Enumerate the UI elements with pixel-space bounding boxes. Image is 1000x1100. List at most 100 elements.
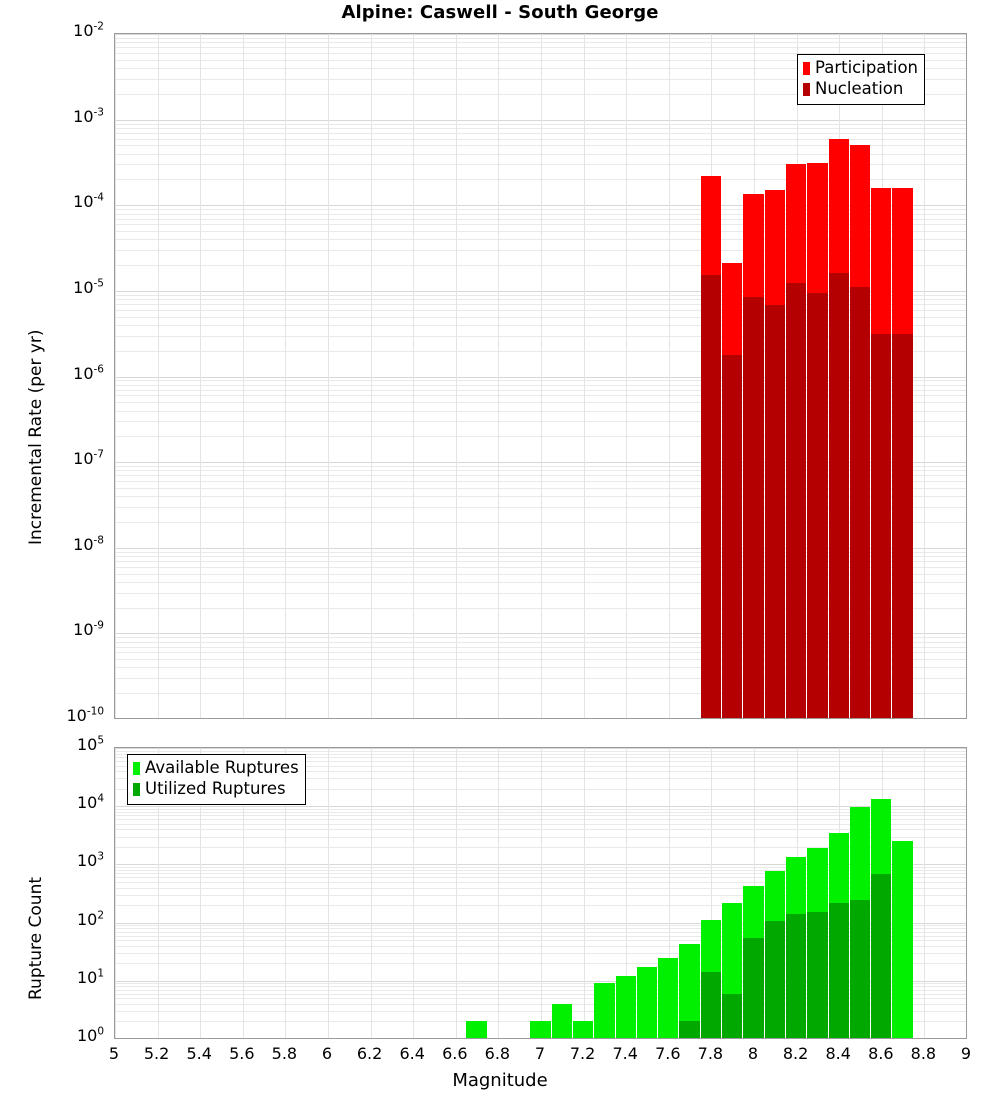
page-title: Alpine: Caswell - South George	[341, 2, 659, 23]
bar	[551, 748, 572, 1038]
bar-segment-nucleation	[743, 296, 764, 718]
legend-item[interactable]: Available Ruptures	[133, 758, 299, 779]
gridline	[115, 462, 966, 463]
gridline	[115, 574, 966, 575]
legend-swatch-icon	[803, 62, 810, 75]
gridline	[115, 380, 966, 381]
gridline	[115, 291, 966, 292]
gridline	[115, 1011, 966, 1012]
gridline-vertical	[328, 748, 329, 1038]
gridline-vertical	[924, 34, 925, 718]
y-axis-tick-label: 10-7	[73, 448, 104, 469]
incremental-rate-y-axis-label: Incremental Rate (per yr)	[26, 329, 46, 545]
gridline	[115, 953, 966, 954]
gridline	[115, 205, 966, 206]
bar-segment-available-ruptures	[572, 1021, 594, 1038]
legend-item[interactable]: Nucleation	[803, 79, 918, 100]
gridline	[115, 402, 966, 403]
gridline	[115, 1004, 966, 1005]
gridline	[115, 466, 966, 467]
legend-label: Participation	[815, 58, 919, 78]
bar-segment-utilized-ruptures	[679, 1021, 700, 1038]
gridline-vertical	[498, 748, 499, 1038]
bar-segment-nucleation	[892, 334, 913, 718]
bar	[466, 748, 487, 1038]
legend-label: Utilized Ruptures	[145, 779, 286, 799]
gridline-vertical	[584, 748, 585, 1038]
x-axis-tick-label: 6.2	[356, 1044, 383, 1063]
bar	[722, 748, 743, 1038]
y-axis-tick-label: 10-2	[73, 20, 104, 40]
gridline-vertical	[541, 34, 542, 718]
bar-segment-utilized-ruptures	[849, 900, 871, 1038]
legend-swatch-icon	[803, 83, 810, 96]
bar	[636, 748, 658, 1038]
y-axis-tick-label: 10-9	[73, 620, 104, 640]
gridline	[115, 250, 966, 251]
bar	[871, 34, 892, 718]
bar-segment-utilized-ruptures	[785, 914, 807, 1038]
gridline	[115, 411, 966, 412]
gridline	[115, 475, 966, 476]
gridline	[115, 481, 966, 482]
gridline	[115, 870, 966, 871]
x-axis-tick-label: 8.2	[782, 1044, 809, 1063]
gridline	[115, 42, 966, 43]
gridline	[115, 582, 966, 583]
bar	[488, 748, 508, 1038]
bar-segment-available-ruptures	[658, 957, 679, 1038]
x-axis-tick-label: 7	[534, 1044, 546, 1063]
legend-item[interactable]: Participation	[803, 58, 918, 79]
gridline-vertical	[669, 34, 670, 718]
gridline-vertical	[669, 748, 670, 1038]
incremental-rate-plot-area	[114, 33, 967, 719]
gridline	[115, 771, 966, 772]
gridline	[115, 79, 966, 80]
x-axis-tick-label: 7.6	[655, 1044, 681, 1063]
gridline	[115, 806, 966, 807]
legend-swatch-icon	[133, 783, 140, 796]
gridline	[115, 659, 966, 660]
gridline	[115, 421, 966, 422]
gridline	[115, 351, 966, 352]
gridline	[115, 824, 966, 825]
gridline	[115, 120, 966, 121]
gridline	[115, 867, 966, 868]
gridline-vertical	[584, 34, 585, 718]
bar-segment-available-ruptures	[466, 1021, 487, 1038]
gridline	[115, 179, 966, 180]
bar	[743, 34, 764, 718]
gridline	[115, 593, 966, 594]
gridline	[115, 556, 966, 557]
gridline	[115, 754, 966, 755]
gridline	[115, 751, 966, 752]
x-axis-tick-label: 7.8	[697, 1044, 724, 1063]
bar-segment-utilized-ruptures	[764, 921, 785, 1038]
gridline	[115, 488, 966, 489]
bar-segment-available-ruptures	[892, 841, 913, 1038]
gridline-vertical	[158, 34, 159, 718]
bar-segment-utilized-ruptures	[722, 993, 743, 1038]
legend-item[interactable]: Utilized Ruptures	[133, 779, 299, 800]
y-axis-tick-label: 101	[76, 967, 104, 987]
bar	[871, 748, 892, 1038]
y-axis-tick-label: 10-6	[73, 363, 104, 383]
gridline	[115, 68, 966, 69]
gridline	[115, 936, 966, 937]
legend-label: Available Ruptures	[145, 758, 299, 778]
bar	[785, 748, 807, 1038]
gridline	[115, 789, 966, 790]
bar	[743, 748, 764, 1038]
gridline	[115, 819, 966, 820]
gridline-vertical	[924, 748, 925, 1038]
gridline	[115, 310, 966, 311]
x-axis-tick-label: 5.2	[143, 1044, 170, 1063]
gridline	[115, 47, 966, 48]
bar-segment-nucleation	[785, 282, 807, 718]
gridline-vertical	[626, 748, 627, 1038]
gridline-vertical	[243, 748, 244, 1038]
gridline-vertical	[541, 748, 542, 1038]
gridline	[115, 133, 966, 134]
gridline-vertical	[456, 748, 457, 1038]
